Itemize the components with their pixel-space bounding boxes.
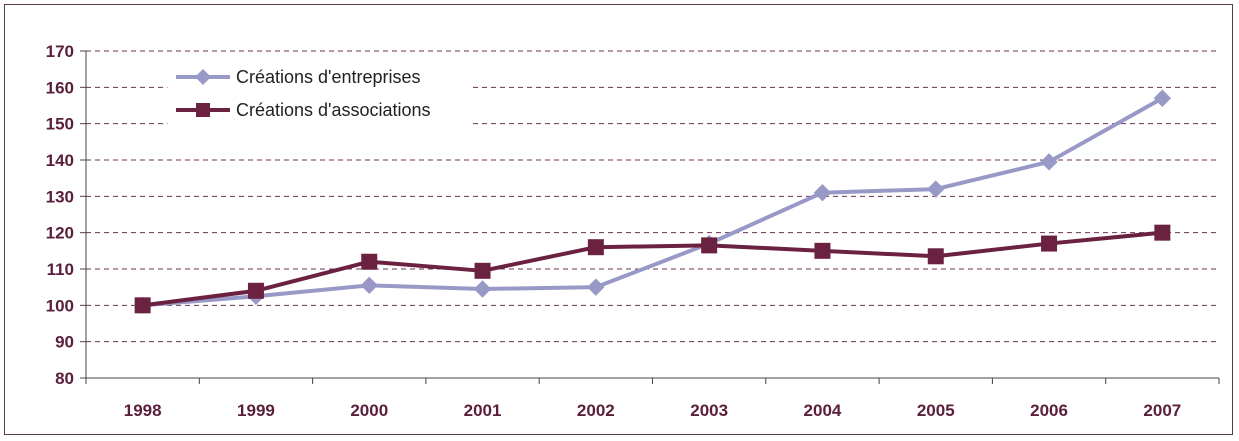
x-tick-label-1999: 1999 <box>237 401 275 420</box>
data-point-square <box>361 253 378 270</box>
series-line-0 <box>142 96 1164 308</box>
x-tick-label-2001: 2001 <box>464 401 502 420</box>
legend: Créations d'entreprises Créations d'asso… <box>167 56 473 129</box>
x-tick-label-2002: 2002 <box>577 401 615 420</box>
x-tick-label-2006: 2006 <box>1030 401 1068 420</box>
y-tick-label: 170 <box>46 42 74 61</box>
data-point-square <box>474 262 491 279</box>
data-point-diamond <box>360 276 378 295</box>
y-tick-label: 130 <box>46 187 74 206</box>
data-point-diamond <box>813 183 832 202</box>
x-tick-label-2007: 2007 <box>1143 401 1181 420</box>
data-point-square <box>587 239 604 256</box>
x-axis-ticks: 1998 1999 2000 2001 2002 2003 2004 2005 2006 2007 <box>85 378 1220 420</box>
legend-marker-square <box>196 103 210 117</box>
x-tick-label-2003: 2003 <box>690 401 728 420</box>
x-tick-label-1998: 1998 <box>124 401 162 420</box>
series-group <box>133 89 1172 315</box>
data-point-square <box>1041 235 1058 252</box>
series-line-1 <box>142 230 1163 308</box>
y-tick-label: 150 <box>46 115 74 134</box>
data-point-square <box>1154 224 1171 241</box>
data-point-diamond <box>1040 153 1058 171</box>
legend-marker-diamond <box>195 69 211 85</box>
y-tick-label: 80 <box>55 369 74 388</box>
y-tick-label: 90 <box>55 333 74 352</box>
data-point-diamond <box>1153 89 1172 107</box>
data-point-square <box>134 297 151 314</box>
x-tick-label-2000: 2000 <box>350 401 388 420</box>
y-axis-ticks: 80 90 100 110 120 130 140 150 160 170 <box>46 42 86 388</box>
legend-label-associations: Créations d'associations <box>236 100 431 120</box>
data-point-diamond <box>927 180 945 198</box>
y-tick-label: 110 <box>47 260 74 279</box>
data-point-square <box>814 242 831 259</box>
data-point-square <box>247 282 264 299</box>
x-tick-label-2004: 2004 <box>804 401 842 420</box>
x-tick-label-2005: 2005 <box>917 401 955 420</box>
legend-label-entreprises: Créations d'entreprises <box>236 67 421 87</box>
y-tick-label: 100 <box>46 296 74 315</box>
data-point-square <box>927 248 944 265</box>
y-tick-label: 120 <box>46 224 74 243</box>
y-tick-label: 140 <box>46 151 74 170</box>
data-point-square <box>701 237 718 254</box>
y-tick-label: 160 <box>46 78 74 97</box>
data-point-diamond <box>473 280 492 298</box>
data-point-diamond <box>587 278 605 296</box>
